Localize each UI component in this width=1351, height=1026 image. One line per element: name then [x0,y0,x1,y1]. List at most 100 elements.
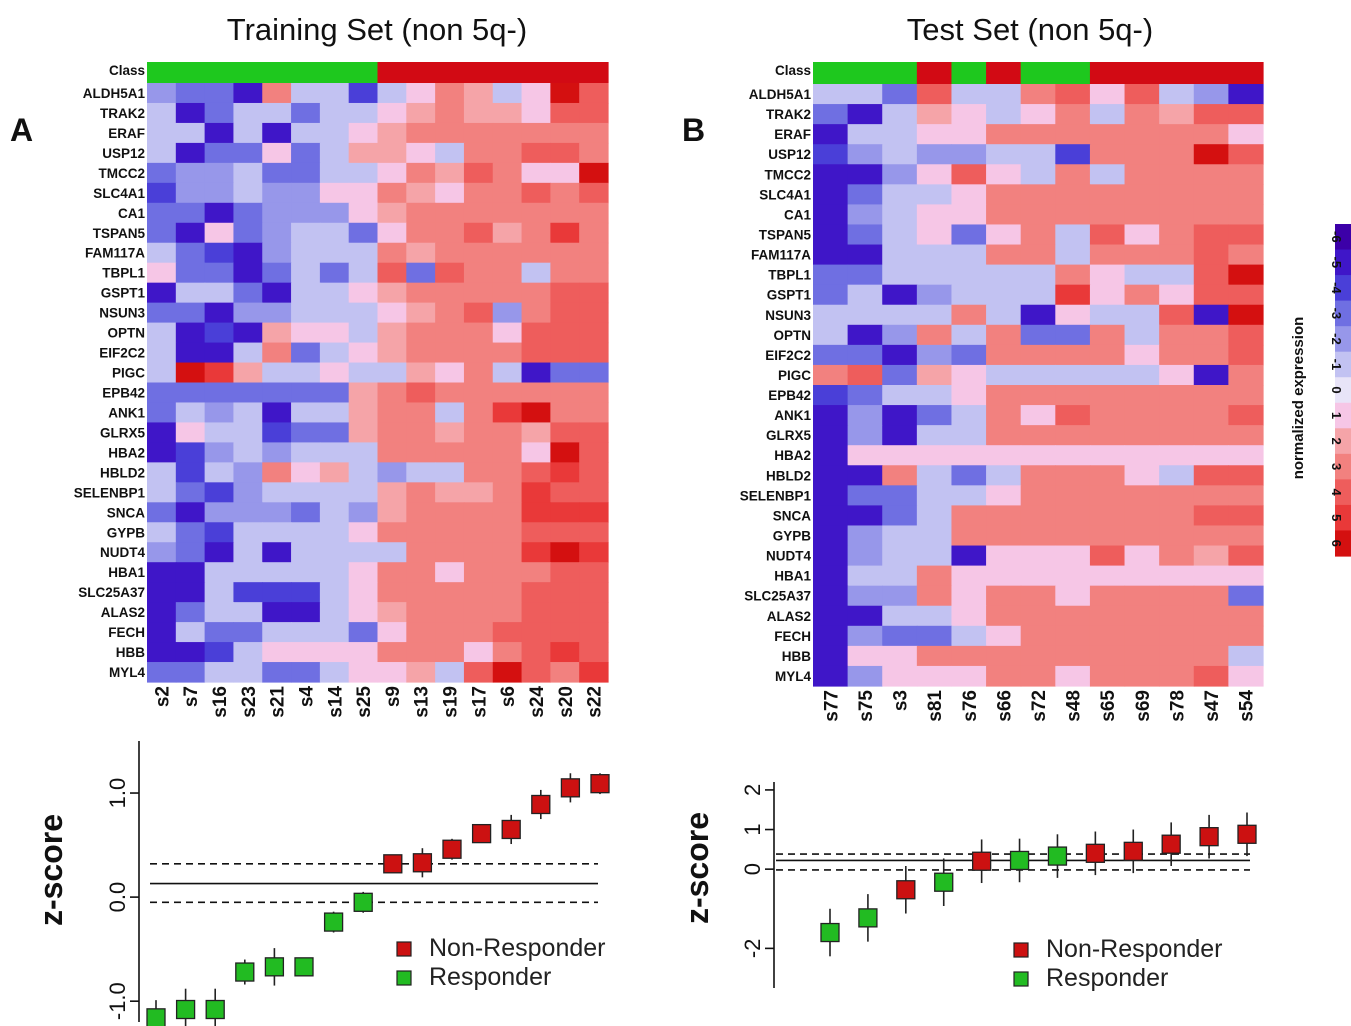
gene-label: GYPB [107,525,146,540]
class-cell-s66 [986,62,1022,84]
heatmap-cell [175,83,206,104]
class-cell-s77 [813,62,849,84]
heatmap-cell [986,104,1022,125]
heatmap-cell [291,582,321,603]
heatmap-cell [847,645,883,667]
heatmap-cell [291,142,321,164]
heatmap-cell [175,622,206,643]
heatmap-cell [916,565,953,587]
heatmap-cell [377,482,407,503]
heatmap-cell [435,382,465,404]
heatmap-cell [521,102,551,124]
heatmap-cell [1124,364,1160,386]
heatmap-cell [579,602,609,623]
heatmap-cell [406,542,436,563]
heatmap-cell [916,284,953,306]
y-tick-label: -1.0 [105,982,130,1020]
heatmap-cell [492,83,523,104]
heatmap-cell [951,144,987,165]
sample-label: s20 [556,686,577,718]
heatmap-cell [1124,144,1160,165]
heatmap-cell [986,284,1022,306]
heatmap-cell [377,162,407,184]
heatmap-cell [951,104,987,125]
heatmap-cell [1228,525,1264,547]
heatmap-cell [319,242,350,264]
heatmap-cell [492,142,523,164]
heatmap-cell [348,102,379,124]
heatmap-cell [492,342,523,364]
heatmap-cell [1159,405,1195,426]
heatmap-cell [1089,585,1126,607]
heatmap-cell [916,304,953,326]
heatmap-cell [175,162,206,184]
heatmap-cell [1124,385,1160,406]
heatmap-cell [348,502,379,523]
heatmap-cell [579,522,609,543]
heatmap-cell [1228,545,1264,567]
heatmap-cell [175,322,206,344]
heatmap-cell [986,385,1022,406]
heatmap-cell [262,242,292,264]
heatmap-cell [521,282,551,304]
y-axis-title: z-score [679,812,715,924]
heatmap-cell [1228,84,1264,105]
heatmap-cell [233,162,263,184]
colorbar-label: 0 [1329,386,1344,393]
heatmap-cell [262,122,292,144]
heatmap-cell [1055,525,1091,547]
heatmap-cell [463,462,494,483]
heatmap-cell [463,382,494,404]
heatmap-cell [1228,144,1264,165]
heatmap-cell [1055,184,1091,205]
heatmap-cell [1228,124,1264,145]
data-point [383,854,403,874]
heatmap-cell [1193,224,1229,246]
heatmap-cell [1020,224,1056,246]
heatmap-cell [147,602,177,623]
colorbar: normalized expression -6 -5 -4 -3 -2 -1 0 1 2 3 4 5… [1290,224,1351,557]
heatmap-cell [147,642,177,663]
heatmap-cell [986,124,1022,145]
heatmap-cell [175,302,206,324]
heatmap-cell [233,522,263,543]
heatmap-cell [147,622,177,643]
heatmap-cell [175,222,206,244]
heatmap-cell [550,322,580,344]
heatmap-cell [262,142,292,164]
heatmap-cell [319,562,350,583]
heatmap-cell [435,222,465,244]
heatmap-cell [1055,144,1091,165]
heatmap-cell [1055,385,1091,406]
heatmap-cell [847,84,883,105]
heatmap-cell [463,422,494,443]
sample-label: s65 [1098,690,1119,722]
heatmap-cell [882,645,918,667]
heatmap-cell [435,83,465,104]
heatmap-cell [550,262,580,284]
heatmap-cell [882,324,918,346]
sample-label: s17 [469,686,490,718]
heatmap-cell [916,425,953,446]
heatmap-cell [406,442,436,463]
heatmap-cell [1228,665,1264,687]
gene-label: SELENBP1 [74,485,146,500]
heatmap-cell [1089,425,1126,446]
heatmap-cell [1055,445,1091,466]
heatmap-cell [1055,124,1091,145]
heatmap-cell [348,402,379,424]
heatmap-cell [916,445,953,466]
heatmap-cell [916,144,953,165]
heatmap-cell [813,124,849,145]
heatmap-cell [262,622,292,643]
heatmap-cell [1228,605,1264,627]
heatmap-cell [492,482,523,503]
heatmap-cell [348,342,379,364]
heatmap-cell [291,662,321,683]
gene-label: PIGC [112,366,145,381]
heatmap-cell [147,262,177,284]
heatmap-cell [435,542,465,563]
colorbar-swatch [1335,300,1351,327]
heatmap-cell [882,425,918,446]
heatmap-cell [1193,364,1229,386]
